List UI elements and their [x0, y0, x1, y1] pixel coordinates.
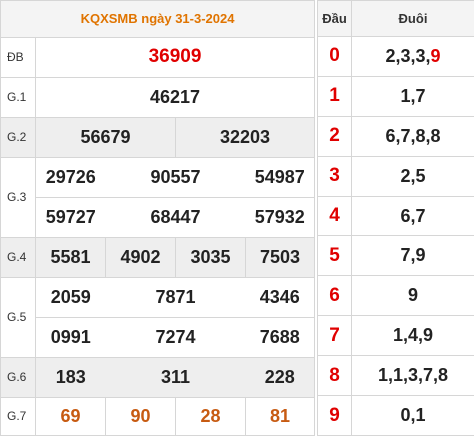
seventh-prize-number: 81: [244, 396, 316, 436]
results-title: KQXSMB ngày 31-3-2024: [0, 0, 316, 38]
prize-label-g2: G.2: [0, 116, 36, 158]
third-prize-number: 59727: [35, 196, 106, 238]
head-digit: 2: [317, 115, 352, 157]
fourth-prize-number: 3035: [175, 236, 246, 278]
tail-digits: 1,4,9: [351, 315, 474, 357]
second-prize-number: 56679: [35, 116, 176, 158]
tail-digit-special: 9: [430, 45, 441, 66]
head-digit: 1: [317, 75, 352, 117]
fifth-prize-number: 4346: [245, 276, 316, 318]
prize-label-g5: G.5: [0, 276, 36, 358]
third-prize-number: 68447: [105, 196, 246, 238]
tail-digits: 0,1: [351, 395, 474, 436]
sixth-prize-number: 228: [245, 356, 316, 398]
sixth-prize-number: 311: [105, 356, 246, 398]
tail-digits: 1,1,3,7,8: [351, 355, 474, 397]
special-prize-number: 36909: [34, 36, 316, 78]
fourth-prize-number: 5581: [35, 236, 106, 278]
prize-label-db: ĐB: [0, 36, 36, 78]
fifth-prize-number: 7871: [105, 276, 246, 318]
prize-label-g3: G.3: [0, 156, 36, 238]
loto-head-tail-table: Đầu Đuôi 0 2,3,3,9 1 1,7 2 6,7,8,8 3 2,5…: [317, 0, 474, 436]
tail-digits: 2,3,3,9: [351, 36, 474, 77]
head-digit: 0: [317, 36, 352, 77]
sixth-prize-number: 183: [35, 356, 106, 398]
third-prize-number: 57932: [245, 196, 316, 238]
tail-digits: 9: [351, 275, 474, 317]
prize-label-g1: G.1: [0, 76, 36, 118]
tail-digits: 2,5: [351, 155, 474, 197]
fifth-prize-number: 7688: [245, 316, 316, 358]
head-digit: 9: [317, 395, 352, 436]
head-column-header: Đầu: [317, 0, 352, 37]
third-prize-number: 29726: [35, 156, 106, 198]
tail-digits: 1,7: [351, 75, 474, 117]
fifth-prize-number: 0991: [35, 316, 106, 358]
prize-label-g4: G.4: [0, 236, 36, 278]
third-prize-number: 54987: [245, 156, 316, 198]
fifth-prize-number: 2059: [35, 276, 106, 318]
fifth-prize-number: 7274: [105, 316, 246, 358]
prize-label-g7: G.7: [0, 396, 36, 436]
first-prize-number: 46217: [34, 76, 316, 118]
head-digit: 8: [317, 355, 352, 397]
results-table: KQXSMB ngày 31-3-2024 ĐB 36909 G.1 46217…: [0, 0, 316, 436]
tail-digits: 7,9: [351, 235, 474, 277]
prize-label-g6: G.6: [0, 356, 36, 398]
head-digit: 6: [317, 275, 352, 317]
third-prize-number: 90557: [105, 156, 246, 198]
seventh-prize-number: 90: [105, 396, 176, 436]
tail-column-header: Đuôi: [351, 0, 474, 37]
fourth-prize-number: 7503: [244, 236, 316, 278]
seventh-prize-number: 69: [35, 396, 106, 436]
head-digit: 4: [317, 195, 352, 237]
tail-digits-text: 2,3,3,: [385, 45, 431, 66]
seventh-prize-number: 28: [175, 396, 246, 436]
tail-digits: 6,7: [351, 195, 474, 237]
tail-digits: 6,7,8,8: [351, 115, 474, 157]
head-digit: 3: [317, 155, 352, 197]
fourth-prize-number: 4902: [105, 236, 176, 278]
head-digit: 5: [317, 235, 352, 277]
head-digit: 7: [317, 315, 352, 357]
second-prize-number: 32203: [174, 116, 316, 158]
